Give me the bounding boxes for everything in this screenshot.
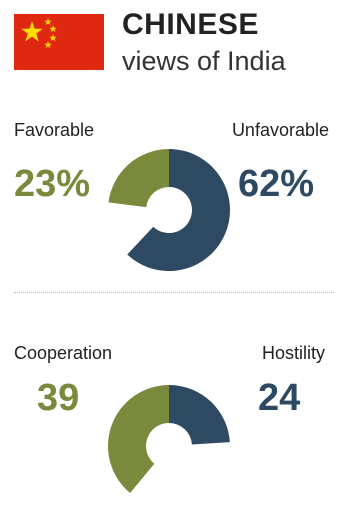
chart2-donut <box>108 385 230 494</box>
chart1-value-label-favorable: 23% <box>14 163 91 205</box>
chart1-donut <box>108 149 231 271</box>
flag-big-star <box>21 21 43 42</box>
flag-small-star <box>49 34 57 42</box>
chart1-slice-unfavorable <box>127 149 231 271</box>
section-divider <box>14 292 334 293</box>
chart2-slice-cooperation <box>108 385 169 494</box>
page-title: CHINESE <box>122 8 259 41</box>
china-flag-icon <box>14 14 104 70</box>
chart2-category-label-cooperation: Cooperation <box>14 343 113 363</box>
flag-small-star <box>49 25 57 33</box>
chart2-value-label-cooperation: 39 <box>37 377 80 419</box>
flag-small-star <box>44 18 52 26</box>
page-subtitle: views of India <box>122 46 286 76</box>
chart2-value-label-hostility: 24 <box>258 377 301 419</box>
flag-small-star <box>44 41 52 49</box>
chart1-slice-favorable <box>108 149 169 208</box>
chart1-value-label-unfavorable: 62% <box>238 163 315 205</box>
chart1-category-label-favorable: Favorable <box>14 120 95 140</box>
chart1-category-label-unfavorable: Unfavorable <box>231 120 329 140</box>
chart2-slice-hostility <box>169 385 230 445</box>
chart2-category-label-hostility: Hostility <box>261 343 325 363</box>
